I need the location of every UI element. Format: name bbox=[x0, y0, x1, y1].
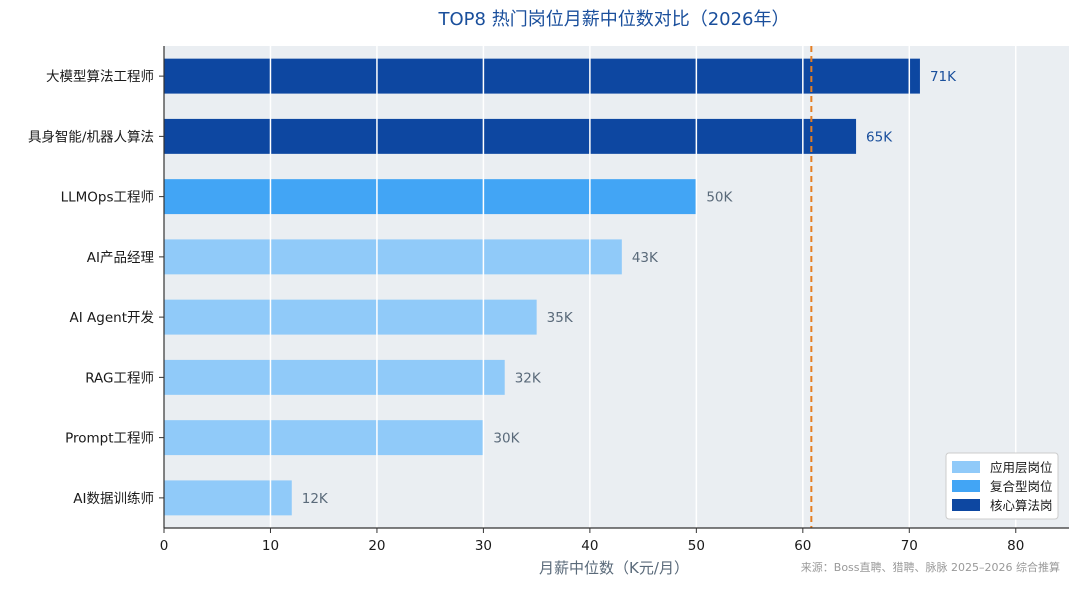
value-label: 32K bbox=[515, 370, 542, 386]
bar bbox=[164, 239, 622, 275]
x-axis-label: 月薪中位数（K元/月） bbox=[539, 559, 689, 577]
x-tick-label: 60 bbox=[794, 538, 811, 554]
value-label: 50K bbox=[706, 190, 733, 206]
value-label: 30K bbox=[493, 431, 520, 447]
gridlines bbox=[269, 46, 1017, 528]
category-label: AI Agent开发 bbox=[70, 310, 155, 326]
x-tick-label: 70 bbox=[901, 538, 918, 554]
x-tick-labels: 0 10 20 30 40 50 60 70 80 bbox=[160, 538, 1025, 554]
x-tick-label: 40 bbox=[581, 538, 598, 554]
bar bbox=[164, 480, 292, 516]
x-tick-label: 10 bbox=[262, 538, 279, 554]
category-label: 具身智能/机器人算法 bbox=[28, 129, 154, 145]
legend-label: 核心算法岗 bbox=[990, 498, 1053, 513]
x-tick-label: 30 bbox=[475, 538, 492, 554]
value-label: 12K bbox=[302, 491, 329, 507]
value-label: 43K bbox=[632, 250, 659, 266]
legend-swatch bbox=[952, 480, 980, 492]
category-label: RAG工程师 bbox=[85, 370, 154, 386]
legend-swatch bbox=[952, 499, 980, 511]
bars-group bbox=[164, 58, 920, 516]
category-label: 大模型算法工程师 bbox=[46, 69, 154, 85]
axes-group bbox=[159, 46, 1069, 533]
bar bbox=[164, 179, 697, 215]
x-tick-label: 80 bbox=[1007, 538, 1024, 554]
x-tick-label: 50 bbox=[688, 538, 705, 554]
chart-title: TOP8 热门岗位月薪中位数对比（2026年） bbox=[438, 9, 790, 30]
category-label: LLMOps工程师 bbox=[61, 190, 154, 206]
legend-label: 复合型岗位 bbox=[990, 479, 1053, 494]
category-label: AI产品经理 bbox=[87, 250, 155, 266]
bar bbox=[164, 359, 505, 395]
value-label: 35K bbox=[547, 310, 574, 326]
bar bbox=[164, 118, 857, 154]
bar bbox=[164, 58, 920, 94]
legend-swatch bbox=[952, 461, 980, 473]
value-label: 71K bbox=[930, 69, 957, 85]
category-label: AI数据训练师 bbox=[73, 491, 154, 507]
source-note: 来源：Boss直聘、猎聘、脉脉 2025–2026 综合推算 bbox=[801, 560, 1060, 574]
x-tick-label: 20 bbox=[368, 538, 385, 554]
x-tick-label: 0 bbox=[160, 538, 169, 554]
category-label: Prompt工程师 bbox=[65, 431, 154, 447]
value-labels: 71K 65K 50K 43K 35K 32K 30K 12K bbox=[302, 69, 957, 507]
legend-label: 应用层岗位 bbox=[990, 460, 1053, 475]
plot-background bbox=[164, 46, 1069, 528]
value-label: 65K bbox=[866, 129, 893, 145]
bar bbox=[164, 299, 537, 335]
bar bbox=[164, 420, 484, 456]
